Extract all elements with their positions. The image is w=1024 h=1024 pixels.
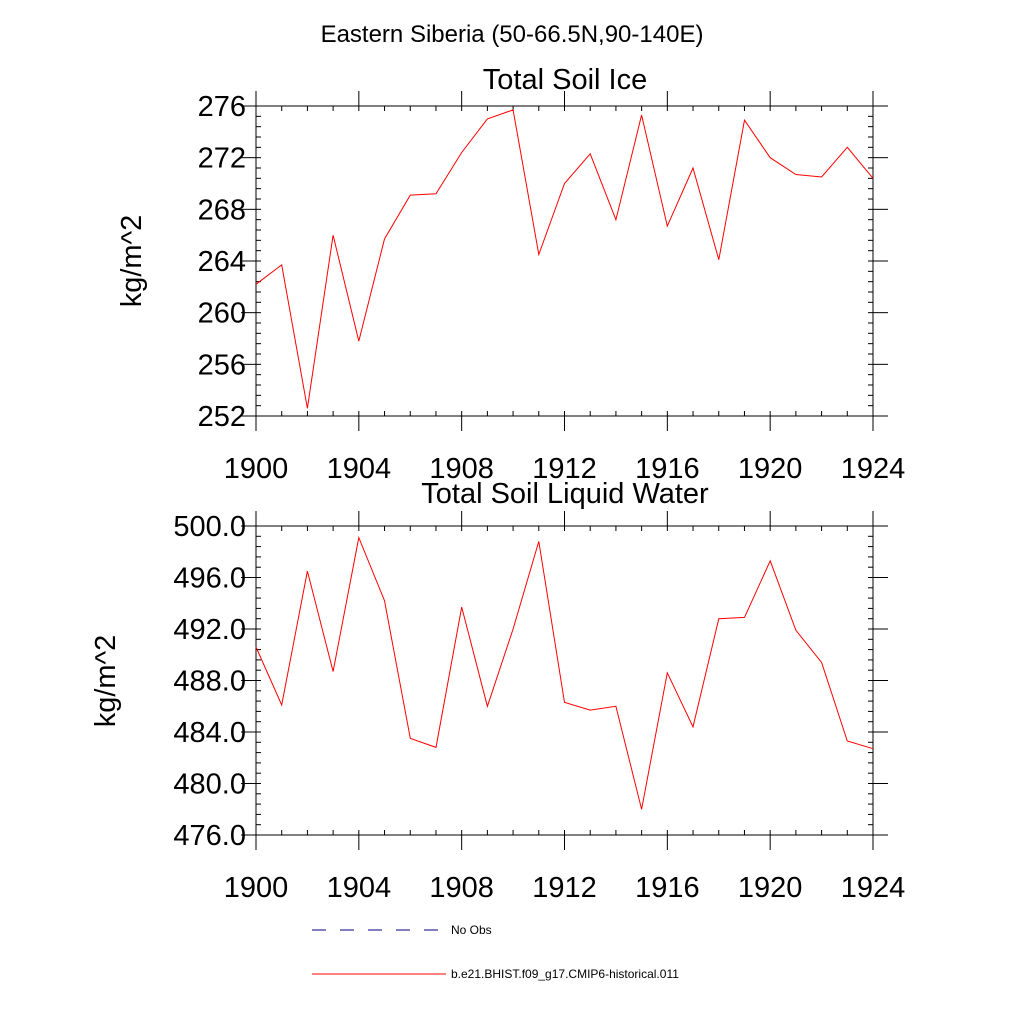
x-tick-label: 1912 — [532, 872, 597, 904]
chart-title: Total Soil Liquid Water — [421, 478, 709, 510]
x-tick-label: 1916 — [635, 453, 700, 485]
y-tick-label: 256 — [198, 349, 246, 381]
x-tick-label: 1920 — [738, 453, 803, 485]
figure-title: Eastern Siberia (50-66.5N,90-140E) — [321, 21, 704, 48]
y-tick-label: 276 — [198, 91, 246, 123]
y-axis-label: kg/m^2 — [116, 215, 148, 308]
series-line — [255, 535, 874, 810]
x-tick-label: 1904 — [327, 872, 392, 904]
plot-frame — [255, 525, 874, 836]
x-tick-label: 1924 — [841, 872, 906, 904]
x-tick-label: 1920 — [738, 872, 803, 904]
y-tick-label: 496.0 — [173, 563, 246, 595]
series-line — [255, 109, 874, 409]
y-tick-label: 268 — [198, 194, 246, 226]
legend-model-label: b.e21.BHIST.f09_g17.CMIP6-historical.011 — [451, 967, 679, 981]
soil-ice-chart: Total Soil Ice kg/m^2 1900 1904 1908 1912 19… — [116, 64, 905, 485]
x-tick-label: 1912 — [532, 453, 597, 485]
y-tick-label: 492.0 — [173, 614, 246, 646]
y-tick-label: 480.0 — [173, 769, 246, 801]
y-tick-label: 484.0 — [173, 717, 246, 749]
x-tick-label: 1924 — [841, 453, 906, 485]
legend-obs-label: No Obs — [451, 923, 492, 937]
x-tick-label: 1908 — [429, 453, 494, 485]
y-tick-label: 500.0 — [173, 511, 246, 543]
y-axis-label: kg/m^2 — [90, 635, 122, 728]
plot-frame — [255, 105, 874, 417]
x-tick-label: 1916 — [635, 872, 700, 904]
y-tick-label: 476.0 — [173, 820, 246, 852]
x-tick-label: 1908 — [429, 872, 494, 904]
y-tick-label: 260 — [198, 298, 246, 330]
chart-title: Total Soil Ice — [483, 64, 647, 96]
legend: No Obs b.e21.BHIST.f09_g17.CMIP6-histori… — [312, 923, 679, 981]
x-tick-label: 1900 — [224, 453, 289, 485]
y-tick-label: 252 — [198, 401, 246, 433]
x-tick-label: 1904 — [327, 453, 392, 485]
x-tick-label: 1900 — [224, 872, 289, 904]
y-tick-label: 488.0 — [173, 666, 246, 698]
y-tick-label: 272 — [198, 143, 246, 175]
y-tick-label: 264 — [198, 246, 246, 278]
soil-liquid-water-chart: Total Soil Liquid Water kg/m^2 1900 1904 1… — [90, 478, 905, 904]
